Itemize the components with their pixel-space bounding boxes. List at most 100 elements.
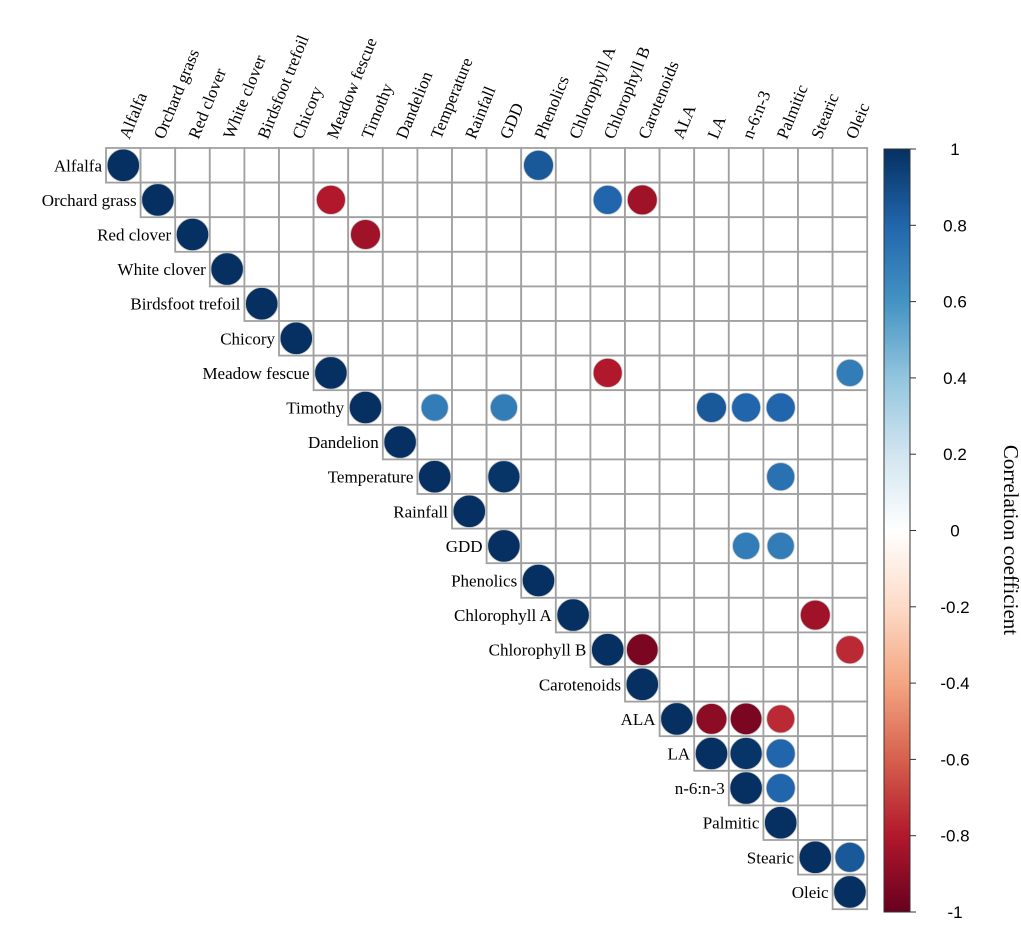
grid-cell [658,666,696,703]
colorbar-tick-label: 0 [950,522,959,541]
grid-cell [727,320,765,357]
grid-cell [347,250,384,288]
corr-circle-la-n-6-n-3 [729,737,763,770]
corr-circle-n-6-n-3-diagonal [729,771,763,805]
row-label-timothy: Timothy [286,399,344,418]
corr-circle-chicory-diagonal [279,321,313,355]
grid-cell [312,216,350,253]
grid-cell [520,181,557,219]
corr-circle-n-6-n-3-palmitic [765,773,796,803]
grid-cell [762,493,799,530]
grid-cell [208,147,246,184]
corr-circle-timothy-palmitic [765,392,796,423]
row-label-ala: ALA [621,710,657,729]
grid-cell [658,389,696,426]
grid-cell [381,147,419,184]
grid-cell [693,147,730,184]
grid-cell [451,181,488,219]
row-label-gdd: GDD [446,537,483,556]
grid-cell [658,596,696,634]
grid-cell [312,147,350,184]
grid-cell [762,354,799,392]
corr-circle-alfalfa-phenolics [523,149,554,181]
colorbar-tick-label: -1 [947,903,962,922]
row-label-white-clover: White clover [118,260,207,279]
grid-cell [312,285,350,322]
grid-cell [416,181,453,219]
row-label-rainfall: Rainfall [393,502,448,521]
grid-cell [624,527,661,565]
grid-cell [831,216,869,253]
grid-cell [727,562,765,599]
colorbar-tick-label: 0.6 [943,293,967,312]
grid-cell [831,320,869,357]
grid-cell [624,147,661,184]
grid-cell [485,320,523,357]
grid-cell [278,147,315,184]
grid-cell [520,527,557,565]
grid-cell [658,493,696,530]
grid-cell [727,147,765,184]
corr-circle-meadow-fescue-diagonal [314,356,348,390]
grid-cell [312,320,350,357]
corr-circle-orchard-grass-diagonal [141,183,175,217]
grid-cell [658,216,696,253]
grid-cell [485,285,523,322]
grid-cell [693,666,730,703]
row-label-red-clover: Red clover [97,226,171,245]
grid-cell [693,423,730,461]
corr-circle-meadow-fescue-chlorophyll-b [592,358,623,388]
grid-cell [451,354,488,392]
grid-cell [520,354,557,392]
col-label-palmitic: Palmitic [773,81,812,141]
corr-circle-palmitic-diagonal [764,806,798,840]
grid-cell [520,458,557,495]
grid-cell [727,423,765,461]
grid-cell [797,493,834,530]
row-label-meadow-fescue: Meadow fescue [202,364,309,383]
grid-cell [520,216,557,253]
grid-cell [797,389,834,426]
grid-cell [554,216,592,253]
corr-circle-chlorophyll-b-oleic [835,635,865,665]
grid-cell [624,562,661,599]
grid-cell [831,735,869,772]
col-label-timothy: Timothy [358,80,398,141]
grid-cell [693,216,730,253]
grid-cell [589,527,626,565]
grid-cell [831,700,869,738]
grid-cell [416,250,453,288]
row-label-orchard-grass: Orchard grass [42,191,137,210]
grid-cell [693,181,730,219]
grid-cell [278,250,315,288]
row-label-chicory: Chicory [220,329,275,348]
grid-cell [520,250,557,288]
grid-cell [797,354,834,392]
grid-cell [624,458,661,495]
grid-cell [554,320,592,357]
grid-cell [831,804,869,841]
corr-circle-chlorophyll-b-carotenoids [626,633,659,666]
grid-cell [554,250,592,288]
colorbar-tick-label: -0.4 [940,674,969,693]
grid-cell [658,423,696,461]
grid-cell [381,354,419,392]
col-label-rainfall: Rainfall [461,83,499,141]
col-label-stearic: Stearic [807,90,842,141]
corr-circle-orchard-grass-carotenoids [626,184,658,216]
grid-cell [727,181,765,219]
corr-circle-red-clover-diagonal [175,217,210,252]
grid-cell [797,147,834,184]
row-label-la: LA [668,745,691,764]
grid-cell [589,458,626,495]
corr-circle-dandelion-diagonal [383,425,417,459]
row-label-n-6-n-3: n-6:n-3 [675,779,725,798]
grid-cell [451,423,488,461]
grid-cell [658,147,696,184]
grid-cell [797,735,834,772]
grid-cell [727,493,765,530]
corr-circle-ala-la [695,703,728,735]
row-label-temperature: Temperature [328,468,414,487]
grid-cell [243,216,280,253]
